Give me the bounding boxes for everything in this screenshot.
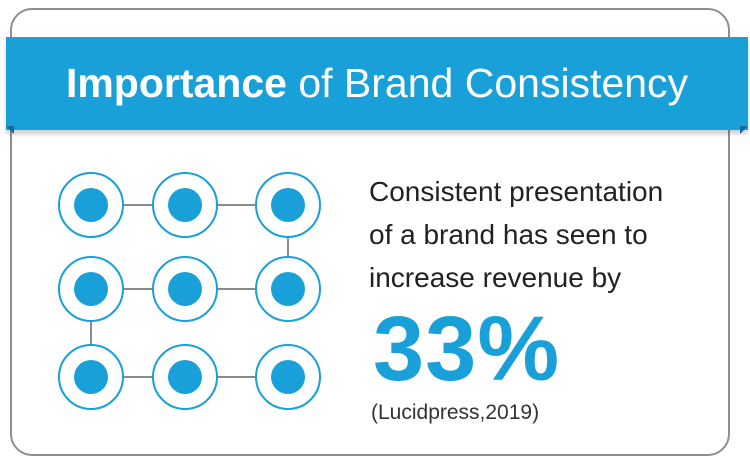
source-citation: (Lucidpress,2019) (371, 401, 540, 424)
dot-node (58, 256, 124, 322)
banner-fold-left (6, 126, 14, 134)
dot-node (152, 256, 218, 322)
title-strong: Importance (65, 60, 287, 106)
dot-node (58, 344, 124, 410)
dot-node (58, 172, 124, 238)
dot-node (255, 256, 321, 322)
dot-node (152, 344, 218, 410)
statement-line-3: increase revenue by (369, 262, 622, 293)
statement-line-2: of a brand has seen to (369, 219, 648, 250)
dot-nodes (58, 172, 321, 410)
stat-text-block: Consistent presentation of a brand has s… (369, 170, 739, 425)
page-title: Importance of Brand Consistency (6, 37, 748, 130)
dot-node (152, 172, 218, 238)
title-rest: of Brand Consistency (286, 60, 689, 106)
dot-node (255, 344, 321, 410)
title-banner: Importance of Brand Consistency (6, 37, 748, 130)
statement-line-1: Consistent presentation (369, 176, 664, 207)
banner-fold-right (740, 126, 748, 134)
stat-value: 33% (373, 298, 561, 400)
statement-text: Consistent presentation of a brand has s… (369, 170, 739, 299)
dot-node (255, 172, 321, 238)
